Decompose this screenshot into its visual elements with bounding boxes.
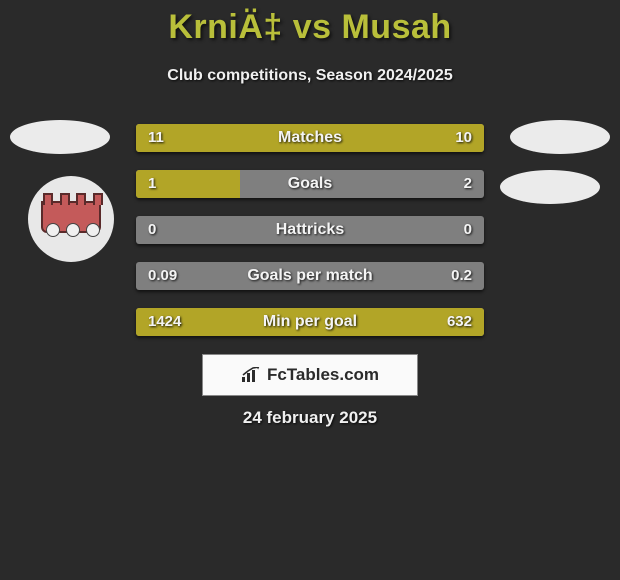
bar-row: 1110Matches [136,124,484,152]
bar-label: Matches [136,124,484,152]
player-left-avatar [10,120,110,154]
page-subtitle: Club competitions, Season 2024/2025 [0,67,620,85]
bar-row: 1424632Min per goal [136,308,484,336]
brand-text: FcTables.com [267,365,379,385]
bar-label: Hattricks [136,216,484,244]
footer-date: 24 february 2025 [0,408,620,428]
bar-label: Min per goal [136,308,484,336]
chart-icon [241,367,261,383]
bar-label: Goals per match [136,262,484,290]
crest-icon [39,187,103,251]
comparison-bars: 1110Matches 12Goals 00Hattricks 0.090.2Goal… [136,124,484,354]
player-right-avatar [510,120,610,154]
bar-label: Goals [136,170,484,198]
page-title: KrniÄ‡ vs Musah [0,0,620,47]
bar-row: 0.090.2Goals per match [136,262,484,290]
bar-row: 00Hattricks [136,216,484,244]
bar-row: 12Goals [136,170,484,198]
club-left-crest [28,176,114,262]
club-right-crest [500,170,600,204]
brand-badge[interactable]: FcTables.com [202,354,418,396]
